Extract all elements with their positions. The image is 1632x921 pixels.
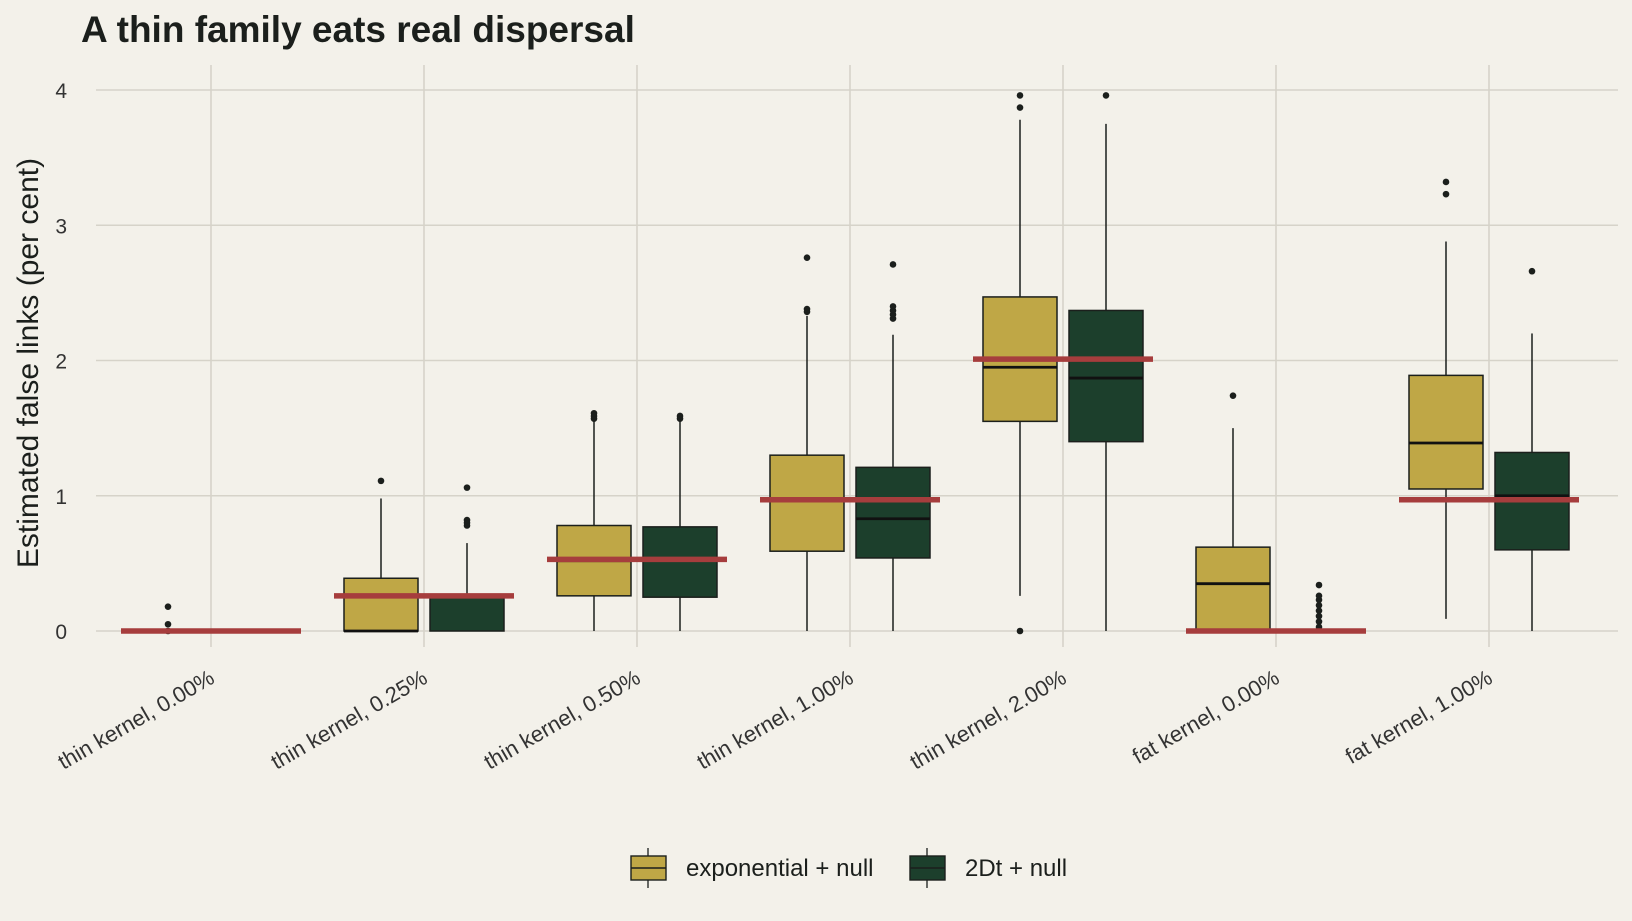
outlier-point — [889, 261, 897, 268]
legend-item: 2Dt + null — [909, 848, 1067, 888]
legend-label: exponential + null — [686, 855, 873, 882]
box-group — [556, 409, 632, 631]
outlier-point — [1315, 612, 1323, 620]
box — [343, 577, 419, 632]
y-tick-label: 4 — [55, 80, 67, 103]
y-axis-ticks: 0 1 2 3 4 — [55, 80, 67, 644]
x-tick-label: thin kernel, 0.50% — [479, 665, 644, 775]
outlier-point — [590, 409, 598, 417]
outlier-point — [1442, 178, 1450, 186]
y-tick-label: 2 — [55, 351, 67, 374]
y-axis-label: Estimated false links (per cent) — [12, 158, 45, 568]
outlier-point — [1016, 92, 1024, 99]
outlier-point — [676, 412, 684, 420]
box-group — [343, 477, 419, 633]
box — [1408, 374, 1484, 490]
outlier-point — [1229, 392, 1237, 399]
box-group — [1408, 178, 1484, 619]
x-tick-label: fat kernel, 0.00% — [1128, 665, 1283, 769]
outlier-point — [377, 477, 385, 485]
outlier-point — [164, 603, 172, 610]
outlier-point — [1315, 581, 1323, 589]
legend-item: exponential + null — [630, 848, 873, 888]
outlier-point — [1315, 607, 1323, 615]
box — [1195, 546, 1271, 632]
box — [429, 595, 505, 632]
box-group — [1068, 92, 1144, 631]
x-tick-label: thin kernel, 1.00% — [692, 665, 857, 775]
outlier-point — [1315, 602, 1323, 609]
y-tick-label: 0 — [55, 621, 67, 644]
outlier-point — [1315, 618, 1323, 625]
outlier-point — [803, 305, 811, 313]
box-group — [1195, 392, 1271, 632]
true-value-lines — [121, 356, 1579, 634]
box — [1068, 309, 1144, 443]
box-group — [769, 254, 845, 631]
legend: exponential + null 2Dt + null — [630, 848, 1067, 888]
box-group — [1281, 581, 1357, 633]
x-tick-label: fat kernel, 1.00% — [1341, 665, 1496, 769]
outlier-point — [1102, 92, 1110, 99]
outlier-point — [1315, 592, 1323, 600]
legend-label: 2Dt + null — [965, 855, 1067, 882]
outlier-point — [889, 303, 897, 310]
y-tick-label: 3 — [55, 215, 67, 238]
boxplot-marks — [130, 92, 1570, 635]
box-group — [855, 261, 931, 631]
x-tick-label: thin kernel, 0.25% — [266, 665, 431, 775]
outlier-point — [1016, 104, 1024, 111]
box-group — [1494, 267, 1570, 631]
grid — [96, 65, 1618, 647]
outlier-point — [803, 254, 811, 262]
outlier-point — [463, 516, 471, 524]
x-tick-label: thin kernel, 0.00% — [53, 665, 218, 775]
x-tick-label: thin kernel, 2.00% — [905, 665, 1070, 775]
box — [855, 466, 931, 559]
box-group — [429, 484, 505, 632]
box-group — [642, 412, 718, 631]
y-tick-label: 1 — [55, 486, 67, 509]
outlier-point — [1528, 267, 1536, 275]
x-axis-ticks: thin kernel, 0.00% thin kernel, 0.25% thin… — [53, 665, 1496, 775]
chart-title: A thin family eats real dispersal — [81, 9, 635, 50]
box — [769, 454, 845, 552]
box-group — [982, 92, 1058, 635]
outlier-point — [463, 484, 471, 491]
outlier-point — [1442, 190, 1450, 198]
outlier-point — [1016, 627, 1024, 635]
outlier-point — [164, 620, 172, 628]
